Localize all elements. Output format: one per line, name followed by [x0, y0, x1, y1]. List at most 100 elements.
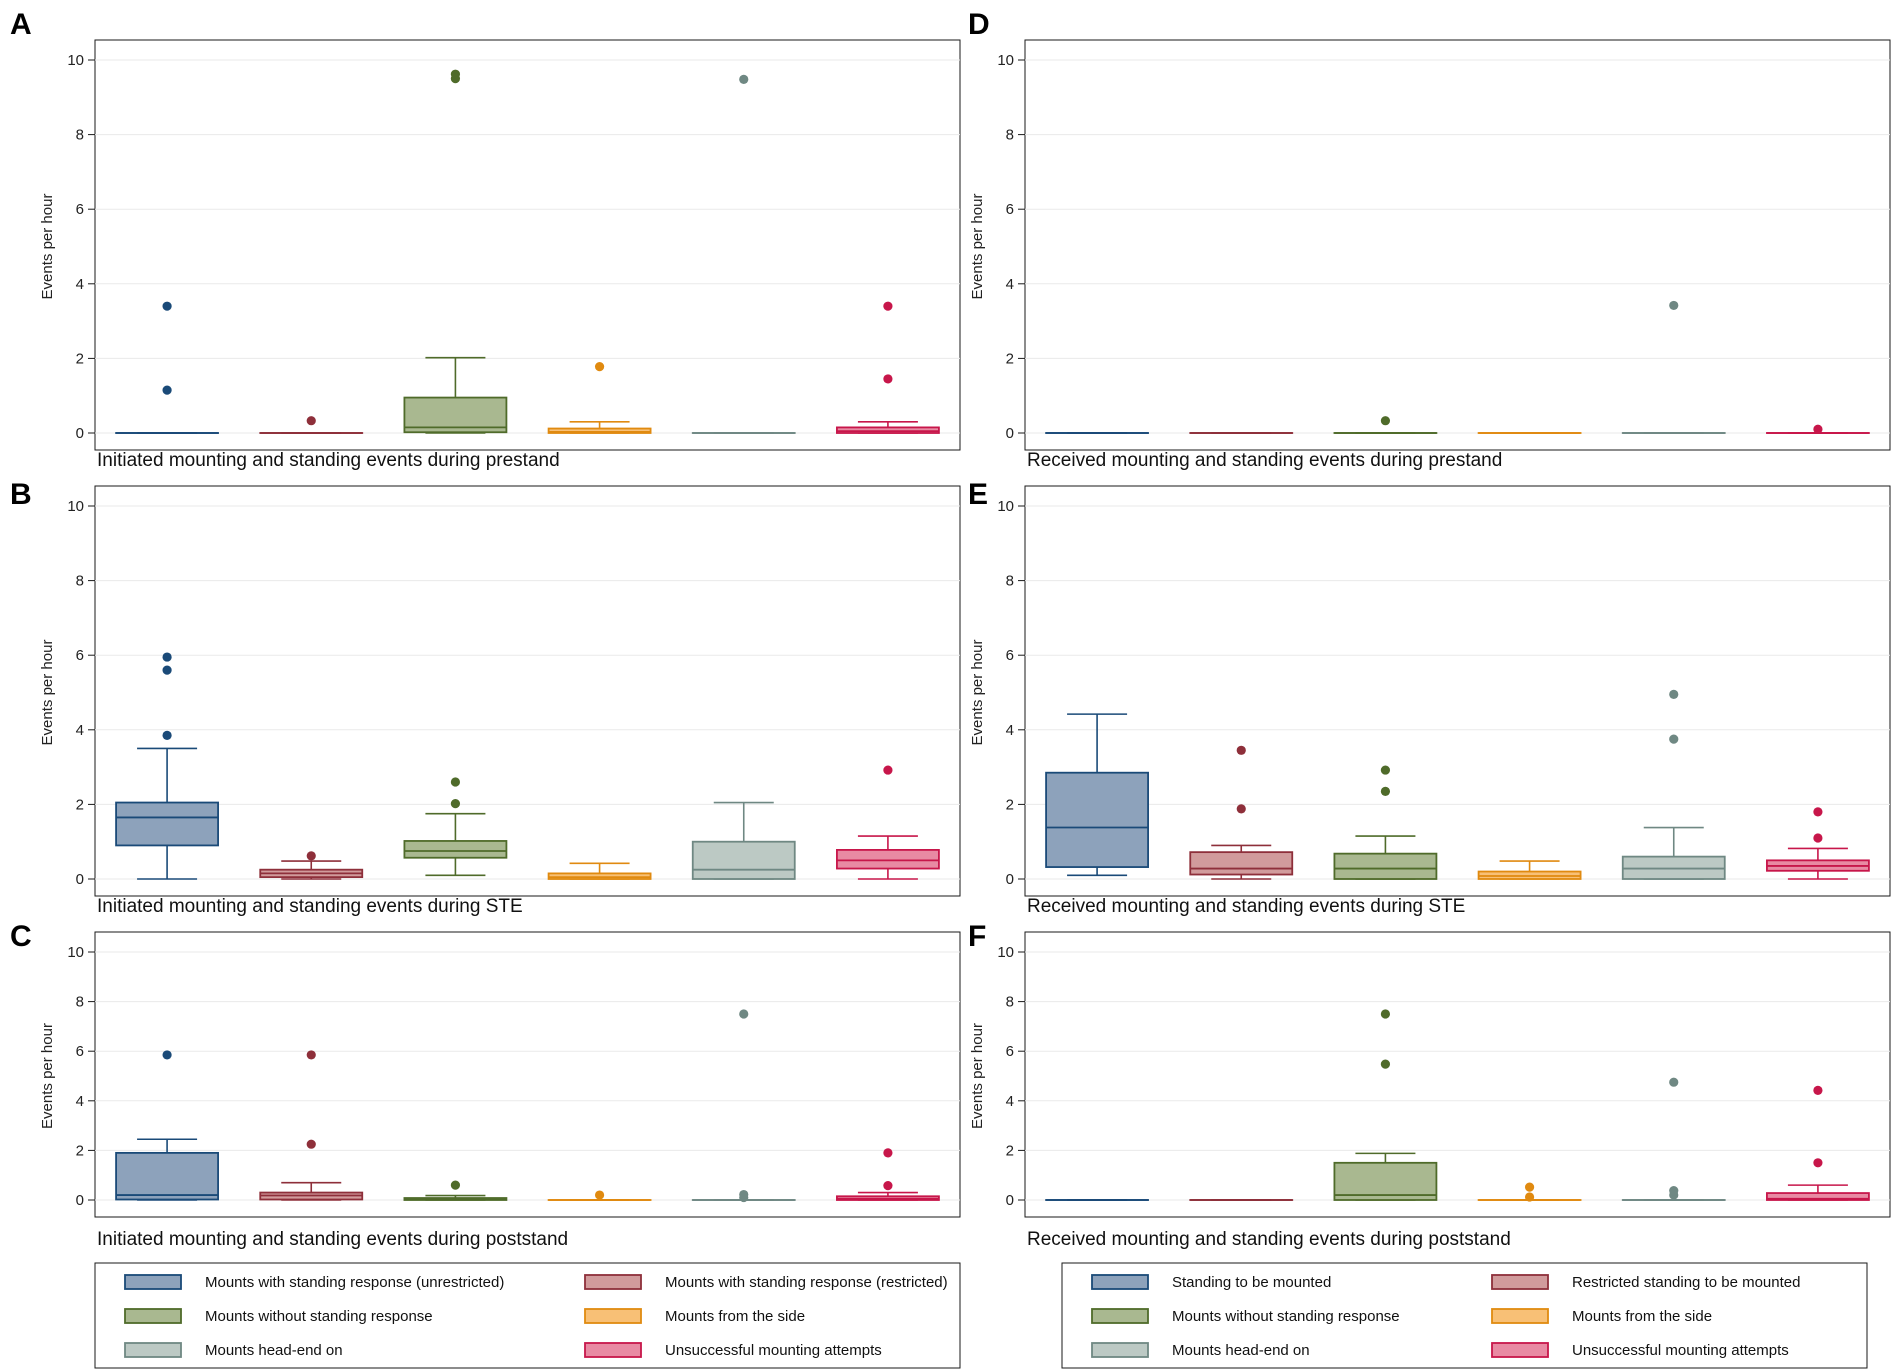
outlier-point [1669, 1185, 1679, 1196]
outlier-point [1236, 804, 1246, 814]
outlier-point [883, 765, 893, 775]
outlier-point [162, 301, 172, 311]
legend-right: Standing to be mounted Restricted standin… [1061, 1262, 1868, 1369]
y-tick-label: 6 [1006, 201, 1014, 218]
box-series-green [1333, 1009, 1438, 1201]
y-tick-label: 4 [76, 1093, 84, 1110]
panel-c: C 0 2 4 6 8 10 Events per hour Initiated mountin… [10, 920, 961, 1250]
outlier-point [1813, 833, 1823, 843]
legend-label: Unsuccessful mounting attempts [665, 1342, 882, 1359]
box-series-pink [1766, 807, 1870, 880]
box [1333, 1161, 1438, 1201]
y-tick-label: 4 [1006, 1093, 1014, 1110]
y-axis-label: Events per hour [969, 194, 986, 300]
outlier-point [162, 665, 172, 675]
legend-item: Mounts head-end on [1091, 1342, 1310, 1359]
outlier-point [883, 1148, 893, 1158]
y-tick-label: 8 [1006, 127, 1014, 144]
y-tick-label: 6 [1006, 647, 1014, 664]
box-series-red [259, 851, 364, 880]
box [1189, 851, 1294, 876]
outlier-point [306, 1139, 316, 1149]
panel-label: F [968, 920, 986, 953]
y-tick-label: 4 [1006, 722, 1014, 739]
legend-label: Mounts without standing response [1172, 1308, 1400, 1325]
outlier-point [450, 777, 461, 787]
y-tick-label: 0 [76, 1192, 84, 1209]
box [547, 427, 652, 434]
legend-swatch [584, 1342, 642, 1358]
outlier-point [1813, 1158, 1823, 1168]
y-tick-label: 2 [76, 1142, 84, 1159]
box-series-grey [1621, 1077, 1726, 1201]
outlier-point [1813, 424, 1823, 434]
outlier-point [450, 1180, 461, 1190]
y-tick-label: 4 [76, 276, 84, 293]
box-series-grey [1621, 300, 1726, 434]
legend-swatch [124, 1274, 182, 1290]
y-tick-label: 6 [76, 647, 84, 664]
panel-caption: Initiated mounting and standing events d… [97, 1229, 568, 1250]
box-series-pink [836, 301, 940, 434]
outlier-point [1669, 300, 1679, 311]
box-series-orange [1477, 860, 1582, 880]
y-tick-label: 8 [76, 994, 84, 1011]
legend-swatch [1091, 1342, 1149, 1358]
box-series-pink [1766, 1085, 1870, 1201]
y-tick-label: 0 [1006, 1192, 1014, 1209]
outlier-point [1524, 1192, 1535, 1202]
y-tick-label: 2 [1006, 796, 1014, 813]
box-series-orange [1477, 1182, 1582, 1202]
y-tick-label: 2 [76, 350, 84, 367]
y-tick-label: 10 [997, 498, 1014, 515]
y-axis-label: Events per hour [969, 1023, 986, 1129]
outlier-point [1813, 807, 1823, 817]
outlier-point [306, 1050, 316, 1060]
legend-swatch [1491, 1308, 1549, 1324]
box [1766, 1192, 1870, 1201]
outlier-point [594, 362, 605, 372]
box-series-green [403, 69, 508, 434]
box-series-green [1333, 765, 1438, 880]
box [836, 426, 940, 434]
panel-label: C [10, 920, 32, 953]
legend-label: Mounts without standing response [205, 1308, 433, 1325]
legend-item: Mounts from the side [1491, 1308, 1712, 1325]
y-tick-label: 10 [997, 944, 1014, 961]
legend-box [1061, 1262, 1868, 1369]
legend-swatch [1491, 1342, 1549, 1358]
outlier-point [1380, 416, 1391, 426]
legend-item: Mounts with standing response (unrestric… [124, 1274, 504, 1291]
panel-caption: Initiated mounting and standing events d… [97, 450, 560, 471]
y-tick-label: 8 [76, 127, 84, 144]
box-series-green [1333, 416, 1438, 434]
outlier-point [1380, 786, 1391, 796]
box-series-blue [115, 652, 219, 880]
box-series-red [259, 1050, 364, 1201]
legend-swatch [1091, 1274, 1149, 1290]
outlier-point [450, 799, 461, 809]
box-series-blue [115, 301, 219, 434]
box-series-pink [836, 765, 940, 880]
legend-item: Mounts from the side [584, 1308, 805, 1325]
outlier-point [162, 1050, 172, 1060]
y-tick-label: 8 [1006, 994, 1014, 1011]
outlier-point [739, 1189, 749, 1200]
box-series-green [403, 1180, 508, 1201]
outlier-point [1236, 745, 1246, 755]
outlier-point [162, 730, 172, 740]
outlier-point [1813, 1085, 1823, 1095]
box [836, 849, 940, 870]
y-tick-label: 8 [76, 573, 84, 590]
y-tick-label: 10 [67, 944, 84, 961]
legend-item: Mounts with standing response (restricte… [584, 1274, 948, 1291]
box-series-pink [1766, 424, 1870, 434]
outlier-point [1669, 734, 1679, 744]
outlier-point [883, 301, 893, 311]
legend-label: Mounts with standing response (unrestric… [205, 1274, 504, 1291]
plot-area [94, 39, 961, 451]
panel-caption: Received mounting and standing events du… [1027, 1229, 1511, 1250]
box-series-pink [836, 1148, 940, 1201]
y-tick-label: 6 [76, 1043, 84, 1060]
